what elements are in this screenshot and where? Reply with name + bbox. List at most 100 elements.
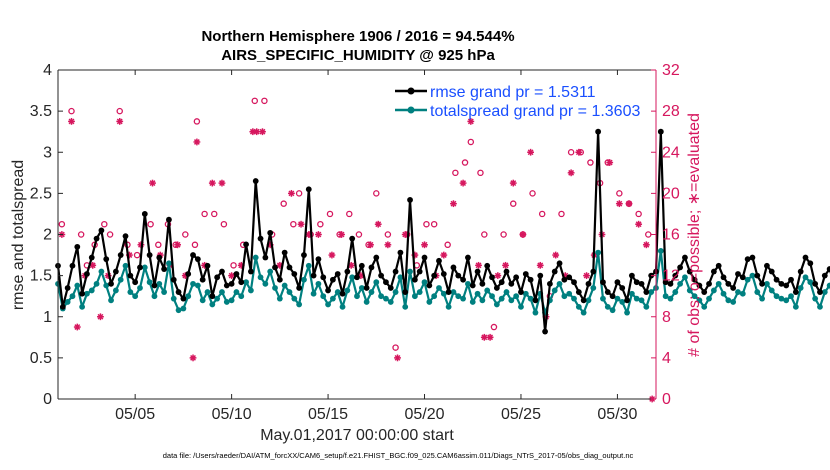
- y-tick-label: 0.5: [30, 350, 52, 367]
- rmse-point: [199, 276, 206, 283]
- rmse-point: [657, 128, 664, 135]
- obs-possible-point: [346, 210, 353, 218]
- rmse-point: [788, 276, 794, 283]
- obs-possible-point: [423, 220, 430, 228]
- spread-point: [628, 290, 635, 297]
- spread-point: [281, 282, 288, 289]
- rmse-point: [127, 272, 134, 279]
- obs-evaluated-point: [519, 231, 527, 238]
- spread-point: [469, 299, 476, 305]
- obs-possible-point: [326, 210, 334, 218]
- rmse-point: [151, 282, 158, 289]
- spread-point: [325, 301, 331, 308]
- rmse-point: [243, 241, 249, 248]
- spread-point: [392, 289, 399, 295]
- spread-point: [498, 295, 505, 302]
- spread-point: [643, 303, 650, 310]
- rmse-point: [339, 290, 346, 297]
- legend-rmse-label: rmse grand pr = 1.5311: [430, 84, 596, 101]
- spread-point: [566, 290, 573, 297]
- rmse-point: [474, 268, 481, 275]
- spread-point: [527, 295, 534, 302]
- obs-evaluated-point: [502, 261, 509, 269]
- obs-evaluated-point: [253, 128, 261, 136]
- rmse-point: [735, 271, 741, 277]
- spread-point: [373, 279, 380, 286]
- obs-possible-point: [317, 220, 324, 228]
- obs-evaluated-point: [384, 241, 392, 249]
- obs-evaluated-point: [480, 333, 488, 341]
- spread-point: [580, 309, 587, 316]
- obs-evaluated-point: [259, 128, 266, 136]
- obs-possible-point: [616, 190, 623, 197]
- spread-point: [455, 293, 462, 300]
- spread-point: [783, 297, 790, 304]
- rmse-point: [455, 272, 462, 279]
- rmse-point: [137, 264, 143, 271]
- obs-possible-point: [230, 262, 237, 269]
- rmse-point: [633, 279, 640, 286]
- y-tick-label-right: 0: [662, 391, 671, 408]
- rmse-point: [59, 303, 66, 310]
- obs-evaluated-point: [494, 272, 502, 280]
- y-tick-label: 1: [43, 309, 52, 326]
- obs-possible-point: [490, 323, 498, 331]
- obs-possible-point: [147, 220, 154, 228]
- spread-point: [686, 287, 693, 294]
- rmse-point: [696, 282, 703, 289]
- spread-point: [407, 268, 413, 275]
- rmse-point: [132, 279, 139, 286]
- spread-point: [662, 293, 669, 300]
- spread-point: [590, 285, 597, 291]
- obs-possible-point: [116, 107, 123, 115]
- obs-possible-point: [587, 159, 594, 166]
- rmse-point: [161, 266, 167, 272]
- spread-point: [161, 289, 167, 295]
- rmse-point: [219, 268, 225, 275]
- spread-point: [503, 289, 510, 295]
- spread-point: [185, 293, 192, 300]
- rmse-point: [715, 262, 722, 269]
- spread-point: [238, 293, 245, 300]
- spread-point: [219, 289, 225, 295]
- obs-evaluated-point: [459, 179, 467, 187]
- spread-point: [69, 293, 76, 300]
- rmse-point: [701, 289, 708, 295]
- rmse-point: [450, 264, 457, 271]
- spread-point: [363, 299, 370, 305]
- rmse-point: [228, 280, 235, 287]
- spread-point: [551, 287, 558, 294]
- spread-point: [701, 303, 708, 310]
- rmse-point: [416, 268, 423, 275]
- rmse-point: [484, 262, 491, 269]
- obs-evaluated-point: [575, 148, 583, 156]
- spread-point: [199, 297, 206, 304]
- x-tick-label: 05/05: [115, 406, 155, 423]
- obs-evaluated-point: [174, 241, 181, 249]
- obs-possible-point: [444, 241, 451, 249]
- rmse-point: [349, 235, 356, 242]
- rmse-point: [513, 274, 520, 281]
- obs-possible-point: [467, 138, 475, 146]
- obs-evaluated-point: [440, 251, 448, 259]
- obs-possible-point: [220, 220, 228, 228]
- rmse-point: [320, 274, 327, 281]
- rmse-point: [238, 279, 245, 286]
- spread-point: [773, 293, 780, 300]
- y-tick-label-right: 32: [662, 62, 680, 79]
- spread-point: [248, 287, 254, 294]
- legend-spread-label: totalspread grand pr = 1.3603: [430, 103, 640, 120]
- rmse-point: [619, 285, 626, 291]
- spread-point: [532, 309, 539, 316]
- rmse-point: [325, 287, 331, 294]
- spread-point: [79, 303, 86, 310]
- spread-point: [522, 290, 529, 297]
- obs-evaluated-point: [68, 118, 75, 125]
- obs-possible-point: [500, 231, 507, 238]
- spread-point: [561, 293, 568, 300]
- obs-possible-point: [58, 220, 66, 228]
- spread-point: [368, 289, 375, 295]
- spread-point: [329, 295, 336, 302]
- rmse-point: [817, 289, 823, 295]
- spread-point: [672, 289, 679, 295]
